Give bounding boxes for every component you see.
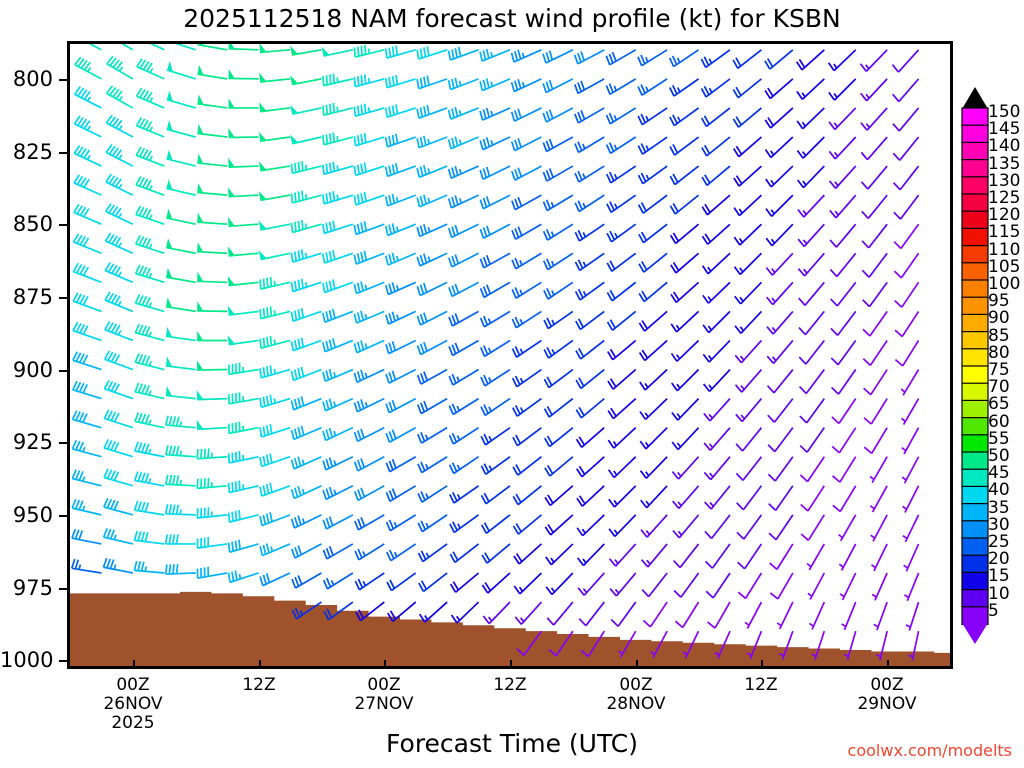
x-axis-tick <box>636 660 638 669</box>
y-axis-tick <box>59 297 68 299</box>
colorbar-tick-label: 90 <box>988 308 1010 329</box>
colorbar-tick-label: 110 <box>988 239 1021 260</box>
colorbar-tick-label: 125 <box>988 188 1021 208</box>
x-tick-time: 00Z <box>870 675 904 695</box>
colorbar-tick-label: 130 <box>988 170 1021 191</box>
colorbar-tick-label: 80 <box>988 342 1010 363</box>
colorbar-tick-label: 55 <box>988 428 1010 449</box>
colorbar-tick-label: 150 <box>988 102 1021 122</box>
colorbar-tick-label: 35 <box>988 497 1010 518</box>
y-axis-tick-label: 925 <box>12 430 53 454</box>
x-axis-tick <box>384 660 386 669</box>
x-axis-tick <box>133 660 135 669</box>
colorbar-tick-label: 50 <box>988 446 1010 466</box>
x-axis-title: Forecast Time (UTC) <box>386 729 638 758</box>
x-tick-time: 12Z <box>242 675 276 695</box>
colorbar-tick-label: 135 <box>988 153 1021 174</box>
x-axis-tick <box>887 660 889 669</box>
y-axis-tick <box>59 370 68 372</box>
y-axis-tick-label: 950 <box>12 503 53 527</box>
colorbar-tick-label: 70 <box>988 377 1010 398</box>
colorbar-tick-label: 85 <box>988 325 1010 346</box>
x-axis-tick-label: 12Z <box>450 676 570 695</box>
watermark-link[interactable]: coolwx.com/modelts <box>847 741 1012 760</box>
colorbar-tick-label: 140 <box>988 136 1021 157</box>
x-axis-tick <box>510 660 512 669</box>
x-tick-date: 27NOV <box>354 694 414 714</box>
colorbar-tick-label: 95 <box>988 291 1010 312</box>
y-axis-tick-label: 825 <box>12 140 53 164</box>
x-axis-tick-label: 00Z 28NOV <box>576 676 696 714</box>
x-tick-time: 00Z <box>367 675 401 695</box>
x-axis-tick-label: 00Z 29NOV <box>827 676 947 714</box>
page-title: 2025112518 NAM forecast wind profile (kt… <box>183 4 841 33</box>
x-tick-date: 26NOV <box>103 694 163 714</box>
colorbar-tick-label: 40 <box>988 480 1010 501</box>
y-axis-tick <box>59 79 68 81</box>
y-axis-tick-label: 875 <box>12 285 53 309</box>
x-axis-tick-label: 00Z 26NOV 2025 <box>73 676 193 733</box>
y-axis-tick-label: 975 <box>12 576 53 600</box>
colorbar-tick-label: 120 <box>988 205 1021 226</box>
x-axis-tick <box>259 660 261 669</box>
y-axis-tick-label: 1000 <box>0 648 54 672</box>
colorbar-tick-label: 60 <box>988 411 1010 432</box>
colorbar-tick-label: 10 <box>988 583 1010 604</box>
x-tick-time: 12Z <box>493 675 527 695</box>
colorbar-tick-label: 100 <box>988 274 1021 294</box>
y-axis-tick <box>59 588 68 590</box>
y-axis-tick-label: 850 <box>12 212 53 236</box>
x-axis-tick <box>761 660 763 669</box>
y-axis-tick-label: 900 <box>12 358 53 382</box>
colorbar-tick-label: 65 <box>988 394 1010 415</box>
y-axis-tick <box>59 442 68 444</box>
x-tick-date: 28NOV <box>606 694 666 714</box>
colorbar-tick-label: 15 <box>988 566 1010 587</box>
colorbar-legend[interactable]: 150 145 140 135 130 125 120 115 110 105 100 95 90 85 8… <box>960 86 1024 646</box>
colorbar-tick-label: 30 <box>988 514 1010 535</box>
wind-barb-field <box>70 44 920 661</box>
y-axis-tick <box>59 224 68 226</box>
colorbar-tick-label: 75 <box>988 360 1010 380</box>
plot-area[interactable] <box>67 41 953 669</box>
x-tick-time: 00Z <box>619 675 653 695</box>
y-axis-tick-label: 800 <box>12 67 53 91</box>
colorbar-tick-label: 20 <box>988 549 1010 570</box>
x-tick-time: 00Z <box>116 675 150 695</box>
colorbar-tick-label: 25 <box>988 532 1010 552</box>
x-tick-date: 29NOV <box>857 694 917 714</box>
terrain-fill <box>70 591 950 666</box>
y-axis-tick <box>59 152 68 154</box>
colorbar-tick-label: 105 <box>988 256 1021 277</box>
colorbar-tick-label: 115 <box>988 222 1021 243</box>
colorbar-swatches <box>961 87 989 644</box>
y-axis-tick <box>59 660 68 662</box>
x-tick-time: 12Z <box>744 675 778 695</box>
x-tick-year: 2025 <box>111 713 155 733</box>
x-axis-tick-label: 12Z <box>701 676 821 695</box>
y-axis-tick <box>59 515 68 517</box>
colorbar-tick-label: 5 <box>988 600 999 621</box>
x-axis-tick-label: 00Z 27NOV <box>324 676 444 714</box>
x-axis-tick-label: 12Z <box>199 676 319 695</box>
colorbar-tick-label: 45 <box>988 463 1010 484</box>
colorbar-tick-label: 145 <box>988 119 1021 140</box>
